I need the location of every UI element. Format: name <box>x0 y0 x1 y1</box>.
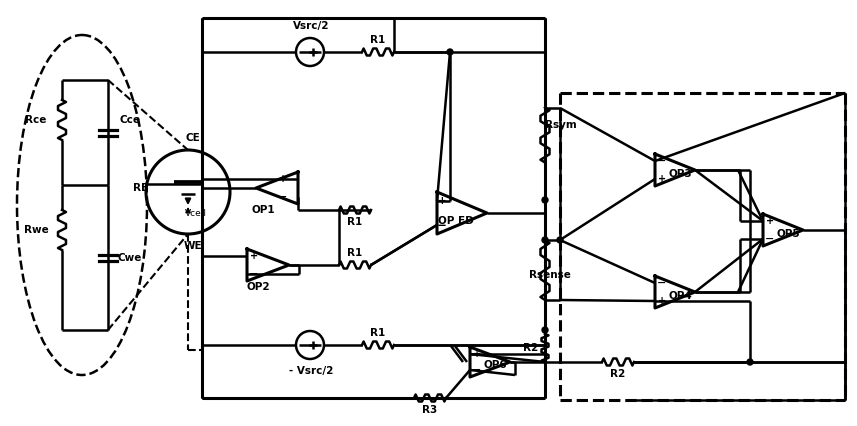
Text: OP1: OP1 <box>251 205 275 215</box>
Text: R2: R2 <box>524 343 539 353</box>
Text: OP6: OP6 <box>483 360 506 370</box>
Text: OP2: OP2 <box>246 282 270 292</box>
Circle shape <box>557 237 563 243</box>
Text: +: + <box>766 216 774 226</box>
Text: Rsense: Rsense <box>529 270 571 280</box>
Text: OP FD: OP FD <box>438 216 474 226</box>
Text: −: − <box>657 278 667 288</box>
Text: Rsym: Rsym <box>545 120 577 130</box>
Text: WE: WE <box>183 241 202 251</box>
Text: OP4: OP4 <box>668 291 692 301</box>
Text: Cwe: Cwe <box>117 253 142 263</box>
Text: R2: R2 <box>610 369 626 379</box>
Text: −: − <box>765 234 775 244</box>
Text: +: + <box>658 296 666 306</box>
Text: Rwe: Rwe <box>24 225 48 235</box>
Text: Vsrc/2: Vsrc/2 <box>293 21 329 31</box>
Text: +: + <box>658 174 666 184</box>
Text: OP3: OP3 <box>668 169 692 179</box>
Text: R1: R1 <box>370 328 386 338</box>
Text: Vcell: Vcell <box>185 210 207 219</box>
Text: +: + <box>250 251 258 261</box>
Circle shape <box>542 197 548 203</box>
Circle shape <box>747 359 753 365</box>
Circle shape <box>542 327 548 333</box>
Text: −: − <box>657 156 667 166</box>
Text: +: + <box>438 196 446 206</box>
Text: R3: R3 <box>423 405 438 415</box>
Text: −: − <box>437 219 447 231</box>
Text: −: − <box>472 365 482 375</box>
Text: Cce: Cce <box>119 115 141 125</box>
Circle shape <box>542 237 548 243</box>
Text: R1: R1 <box>370 35 386 45</box>
Text: Rce: Rce <box>26 115 46 125</box>
Text: +: + <box>473 349 481 359</box>
Text: CE: CE <box>186 133 201 143</box>
Text: −: − <box>249 269 259 279</box>
Text: - Vsrc/2: - Vsrc/2 <box>289 366 333 376</box>
Circle shape <box>447 49 453 55</box>
Text: RE: RE <box>134 183 148 193</box>
Text: OP5: OP5 <box>776 229 800 239</box>
Text: +: + <box>279 174 287 184</box>
Text: −: − <box>279 192 288 202</box>
Text: R1: R1 <box>347 248 363 258</box>
Text: R1: R1 <box>347 217 363 227</box>
